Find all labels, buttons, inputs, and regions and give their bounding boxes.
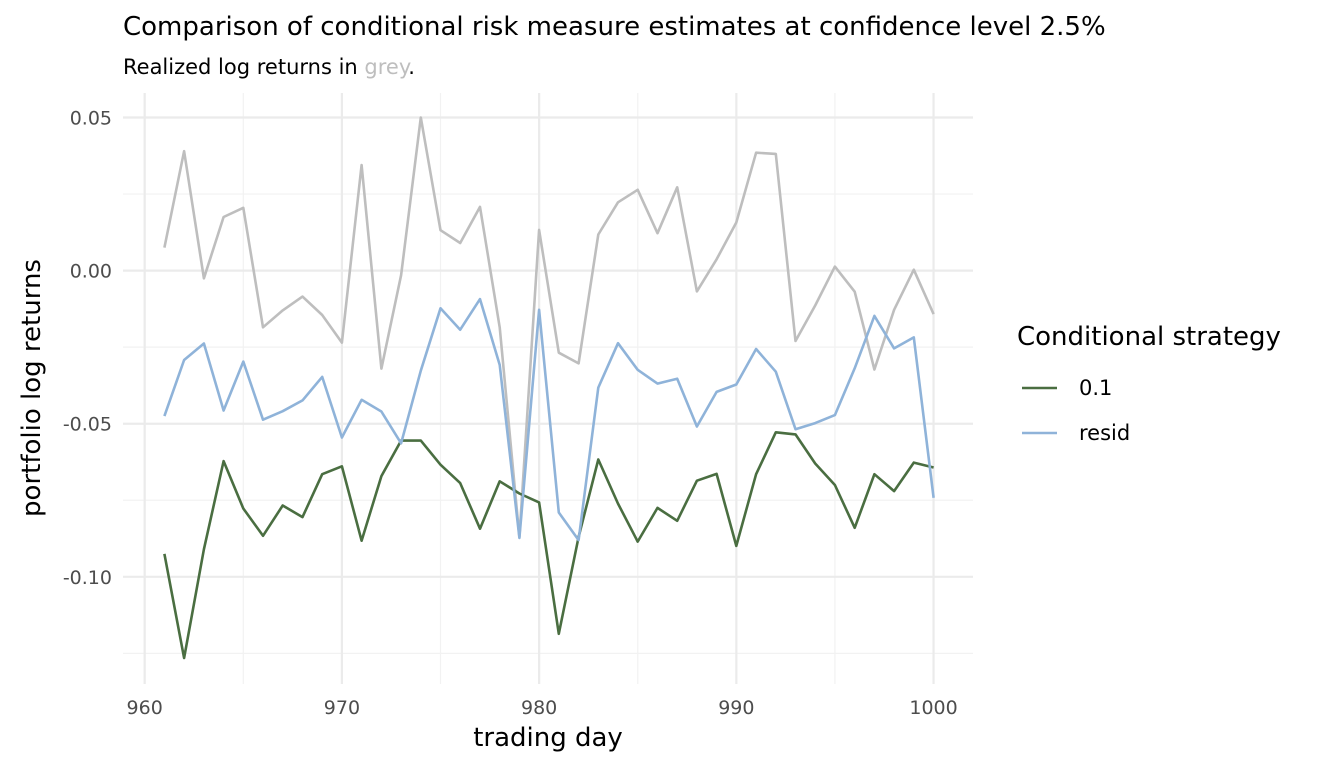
data-lines bbox=[163, 116, 935, 660]
y-axis-ticks: -0.10 -0.05 0.00 0.05 bbox=[63, 107, 112, 588]
y-axis-title: portfolio log returns bbox=[17, 259, 47, 517]
legend-title: Conditional strategy bbox=[1017, 322, 1281, 352]
y-tick-label: -0.05 bbox=[63, 414, 112, 436]
y-tick-label: 0.00 bbox=[70, 261, 112, 283]
series-line-second bbox=[163, 297, 935, 542]
subtitle-text: Realized log returns in bbox=[123, 55, 364, 79]
y-tick-label: 0.05 bbox=[70, 107, 112, 129]
x-axis-ticks: 960 970 980 990 1000 bbox=[127, 697, 958, 719]
x-axis-title: trading day bbox=[473, 723, 623, 753]
plot-area bbox=[123, 93, 973, 684]
series-line-first bbox=[163, 430, 934, 660]
legend: Conditional strategy 0.1 resid bbox=[1017, 322, 1281, 445]
subtitle-end: . bbox=[408, 55, 415, 79]
x-tick-label: 1000 bbox=[909, 697, 957, 719]
x-tick-label: 990 bbox=[718, 697, 754, 719]
x-tick-label: 980 bbox=[521, 697, 557, 719]
x-tick-label: 960 bbox=[127, 697, 163, 719]
legend-label: 0.1 bbox=[1079, 376, 1112, 400]
grid-major bbox=[123, 93, 973, 684]
legend-label: resid bbox=[1079, 421, 1130, 445]
y-tick-label: -0.10 bbox=[63, 567, 112, 589]
x-tick-label: 970 bbox=[324, 697, 360, 719]
chart-title: Comparison of conditional risk measure e… bbox=[123, 12, 1106, 42]
subtitle-highlight: grey bbox=[364, 55, 410, 79]
realized-returns-line bbox=[163, 116, 935, 539]
chart-subtitle: Realized log returns in grey. bbox=[123, 55, 415, 79]
legend-items: 0.1 resid bbox=[1022, 376, 1130, 445]
